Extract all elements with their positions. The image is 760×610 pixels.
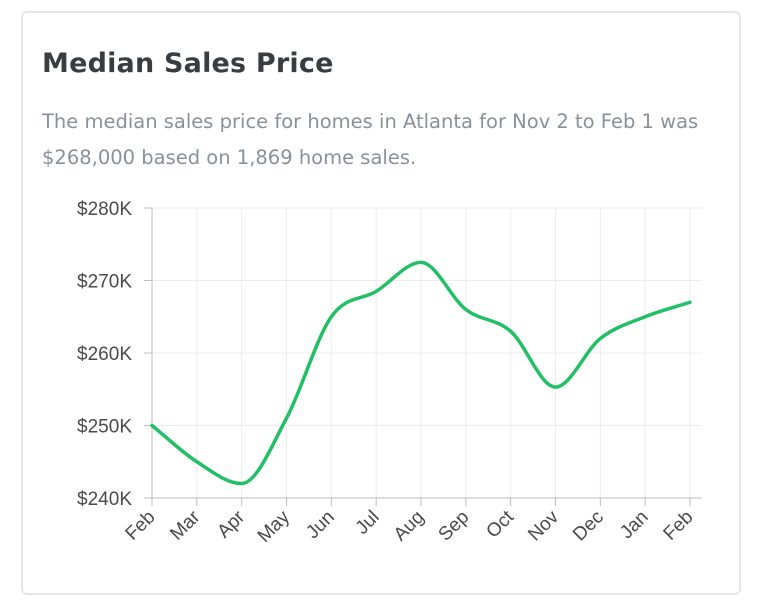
series-line [150,260,692,486]
y-tick-label: $280K [77,199,132,220]
y-tick-label: $270K [77,272,132,293]
x-tick-label: Apr [213,506,249,542]
x-tick-label: Feb [660,507,698,545]
x-tick-label: Jun [302,507,339,544]
y-tick-label: $260K [77,344,132,365]
x-tick-label: Dec [569,507,608,546]
x-tick-label: Sep [435,507,474,546]
x-tick-label: Jul [352,507,384,539]
x-tick-label: May [254,506,295,547]
x-tick-label: Mar [166,506,204,544]
chart-description: The median sales price for homes in Atla… [42,110,699,169]
x-tick-label: Jan [616,507,653,544]
x-tick-label: Oct [482,506,518,542]
x-tick-label: Aug [390,507,429,546]
chart-title: Median Sales Price [42,48,334,79]
x-tick-label: Nov [524,506,563,545]
y-tick-label: $240K [77,489,132,510]
x-tick-label: Feb [122,507,160,545]
y-tick-label: $250K [77,417,132,438]
